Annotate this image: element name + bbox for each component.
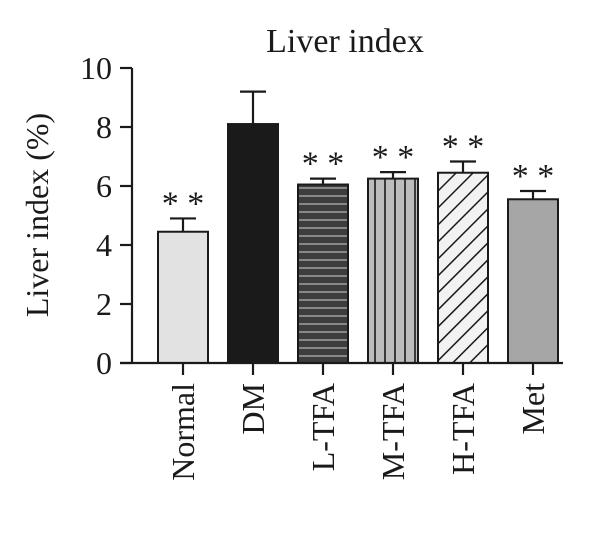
y-tick-label: 6 [96,168,112,204]
bar-h-tfa [437,171,489,364]
y-tick-label: 10 [80,50,112,86]
x-axis-labels: Normal DM L-TFA M-TFA H-TFA Met [120,361,563,481]
significance-marker: * * [162,185,205,222]
bars-group: * * * * * * * * * * [157,90,559,364]
significance-marker: * * [302,146,345,183]
chart-title: Liver index [266,23,424,60]
x-tick-label: DM [235,383,271,435]
bar-normal [157,230,209,364]
x-tick-label: M-TFA [375,383,411,480]
y-tick-label: 2 [96,286,112,322]
y-tick-label: 0 [96,345,112,381]
bar-m-tfa [367,177,419,364]
bar-met [507,198,559,364]
y-tick-label: 8 [96,109,112,145]
bar-l-tfa [297,183,349,364]
significance-marker: * * [512,158,555,195]
significance-marker: * * [372,139,415,176]
x-tick-label: Met [515,383,551,435]
y-tick-label: 4 [96,227,112,263]
y-axis-ticks: 0 2 4 6 8 10 [80,50,132,381]
x-tick-label: L-TFA [305,383,341,471]
significance-marker: * * [442,129,485,166]
bar-dm [227,123,279,364]
x-tick-label: H-TFA [445,383,481,475]
y-axis-label: Liver index (%) [19,113,55,317]
x-tick-label: Normal [165,383,201,481]
